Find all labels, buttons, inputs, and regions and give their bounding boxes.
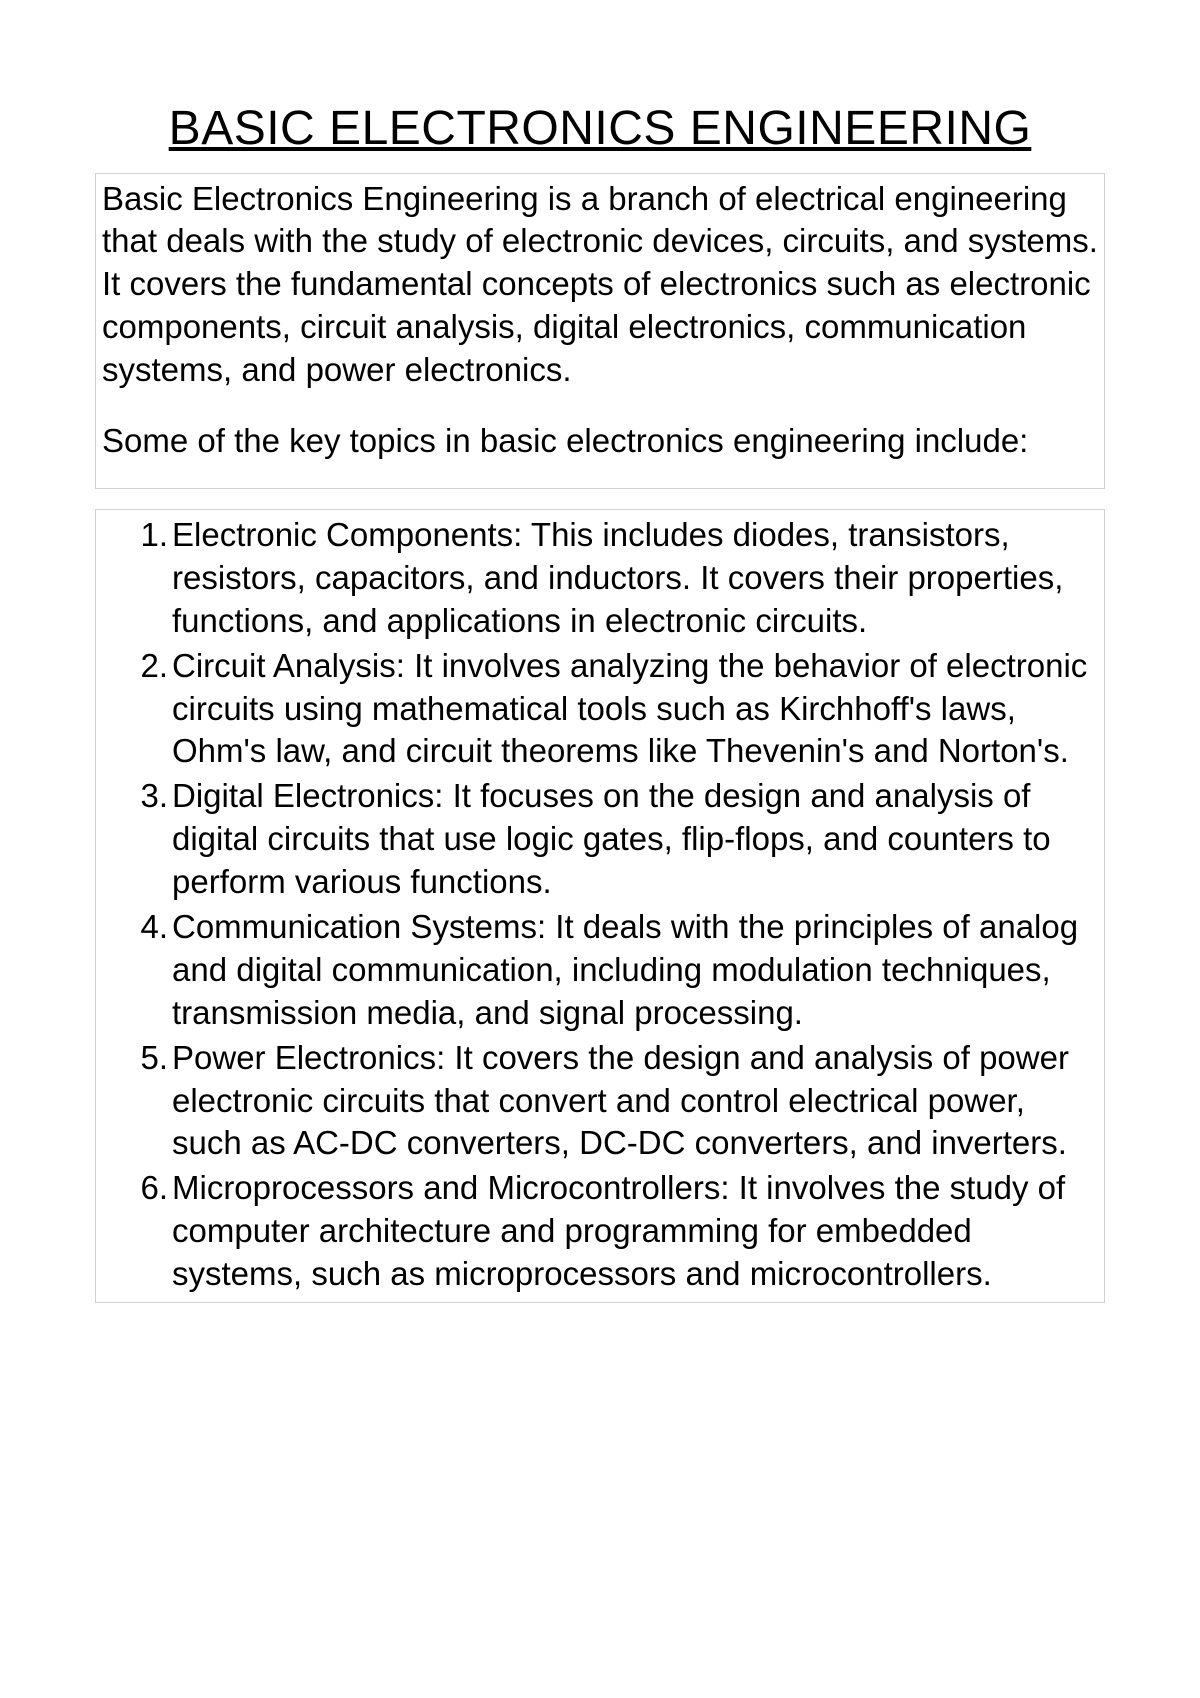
intro-paragraph-2: Some of the key topics in basic electron…	[102, 420, 1098, 463]
list-item: Digital Electronics: It focuses on the d…	[172, 775, 1098, 904]
list-item: Microprocessors and Microcontrollers: It…	[172, 1167, 1098, 1296]
list-item: Power Electronics: It covers the design …	[172, 1037, 1098, 1166]
list-item: Circuit Analysis: It involves analyzing …	[172, 645, 1098, 774]
topics-list-block: Electronic Components: This includes dio…	[95, 509, 1105, 1303]
intro-block: Basic Electronics Engineering is a branc…	[95, 173, 1105, 489]
list-item: Communication Systems: It deals with the…	[172, 906, 1098, 1035]
topics-list: Electronic Components: This includes dio…	[102, 514, 1098, 1296]
intro-paragraph-1: Basic Electronics Engineering is a branc…	[102, 178, 1098, 392]
page-title: BASIC ELECTRONICS ENGINEERING	[95, 100, 1105, 158]
list-item: Electronic Components: This includes dio…	[172, 514, 1098, 643]
